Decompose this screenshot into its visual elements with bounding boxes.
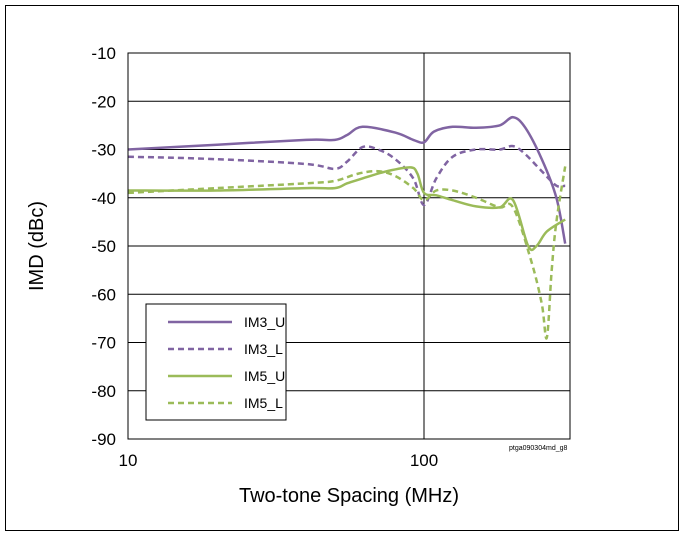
y-tick-label: -80: [91, 382, 116, 401]
x-axis-label: Two-tone Spacing (MHz): [239, 485, 459, 507]
legend-label: IM5_U: [244, 368, 285, 384]
plot-border: [127, 52, 571, 440]
series-line-im3-l: [127, 144, 566, 207]
y-tick-label: -20: [91, 92, 116, 111]
legend-label: IM5_L: [244, 395, 283, 411]
y-tick-label: -40: [91, 189, 116, 208]
y-tick-label: -70: [91, 334, 116, 353]
series-lines: [127, 115, 567, 340]
y-tick-label: -50: [91, 237, 116, 256]
series-line-im5-l: [127, 166, 567, 340]
legend-label: IM3_L: [244, 341, 283, 357]
legend-label: IM3_U: [244, 314, 285, 330]
y-tick-label: -10: [91, 44, 116, 63]
legend-box: [145, 303, 287, 421]
x-tick-label: 100: [410, 451, 438, 470]
series-line-im5-u: [127, 166, 566, 252]
x-tick-label: 10: [119, 451, 138, 470]
series-line-im3-u: [127, 115, 567, 244]
y-tick-label: -60: [91, 285, 116, 304]
y-tick-label: -30: [91, 141, 116, 160]
y-axis-label: IMD (dBc): [26, 201, 48, 291]
legend: IM3_U IM3_L IM5_U IM5_L: [145, 303, 287, 421]
y-tick-label: -90: [91, 430, 116, 449]
figure-id-annotation: ptga090304md_g8: [509, 445, 567, 452]
